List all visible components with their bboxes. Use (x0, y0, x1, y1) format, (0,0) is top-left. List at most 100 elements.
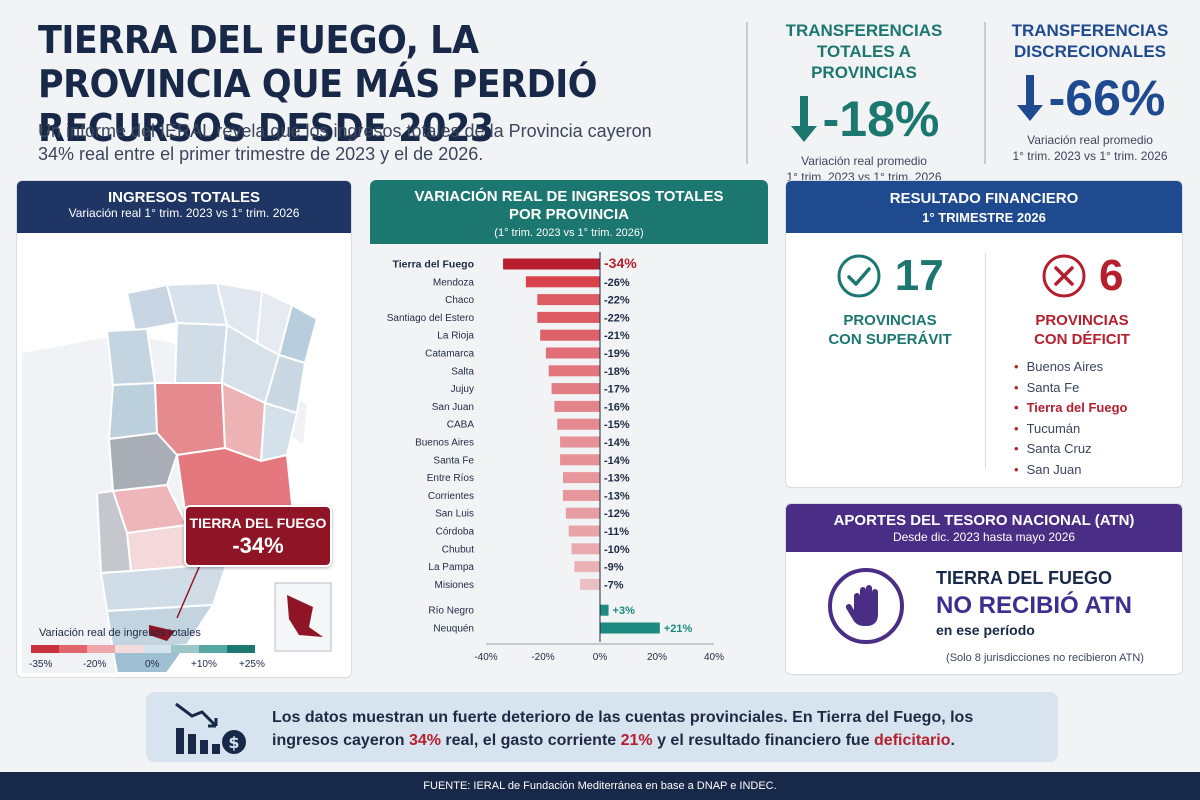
value-label: -18% (604, 366, 630, 378)
chart-title-line2: POR PROVINCIA (508, 206, 629, 223)
bar (503, 258, 600, 270)
summary-value-ingresos: 34% (408, 732, 441, 749)
bar (537, 311, 600, 323)
category-label: Salta (451, 366, 474, 377)
summary-text-a: Los datos muestran un fuerte deterioro d… (272, 709, 974, 749)
value-label: +3% (613, 605, 636, 617)
map-province-san-juan (107, 431, 179, 493)
bar (537, 294, 600, 306)
value-label: -22% (604, 312, 630, 324)
value-label: -7% (604, 579, 624, 591)
value-label: -13% (604, 473, 630, 485)
bar (540, 329, 600, 341)
tdf-callout: TIERRA DEL FUEGO -34% (184, 505, 332, 567)
divider (985, 253, 986, 469)
callout-value: -34% (232, 533, 284, 558)
category-label: Misiones (435, 580, 474, 591)
x-tick-label: 40% (704, 652, 724, 663)
declining-chart-money-icon: $ (175, 702, 246, 754)
legend-swatch (143, 645, 171, 653)
bar (580, 578, 600, 590)
legend-title: Variación real de ingresos totales (39, 627, 201, 639)
map-province-entre-rios (259, 401, 299, 463)
category-label: Corrientes (428, 491, 474, 502)
kpi-title: TRANSFERENCIAS DISCRECIONALES (1011, 21, 1169, 61)
bar (568, 525, 600, 537)
list-item: Santa Cruz (1014, 439, 1127, 460)
chart-subtitle: (1° trim. 2023 vs 1° trim. 2026) (494, 227, 644, 239)
summary-text-c: y el resultado financiero fue (652, 732, 875, 749)
legend-tick: -35% (29, 659, 53, 670)
legend-swatch (227, 645, 255, 653)
category-label: Catamarca (425, 349, 474, 360)
value-label: -21% (604, 330, 630, 342)
atn-line1: TIERRA DEL FUEGO (936, 568, 1113, 588)
atn-panel: APORTES DEL TESORO NACIONAL (ATN) Desde … (785, 503, 1183, 675)
kpi-transferencias-totales: TRANSFERENCIAS TOTALES A PROVINCIAS -18%… (764, 20, 964, 185)
divider (746, 22, 748, 164)
atn-line3: en ese período (936, 622, 1035, 638)
legend-swatch (115, 645, 143, 653)
map-province-catamarca (105, 327, 157, 387)
bar (600, 604, 609, 616)
bar (545, 347, 600, 359)
list-item: San Juan (1014, 460, 1127, 481)
x-tick-label: 20% (647, 652, 667, 663)
legend-swatch (171, 645, 199, 653)
kpi-title: TRANSFERENCIAS TOTALES A PROVINCIAS (785, 21, 943, 82)
kpi-value: -18% (822, 91, 940, 147)
category-label: La Pampa (428, 562, 474, 573)
list-item-highlight: Tierra del Fuego (1014, 398, 1128, 419)
map-inset-tierra-del-fuego (287, 595, 323, 637)
bar-chart: Tierra del Fuego -34% Mendoza -26% Chaco -22%… (387, 252, 724, 663)
map-province-tierra-del-fuego (149, 625, 175, 641)
category-label: La Rioja (437, 331, 474, 342)
category-label: Santiago del Estero (387, 313, 475, 324)
value-label: -34% (604, 255, 637, 271)
value-label: -13% (604, 490, 630, 502)
value-label: -9% (604, 562, 624, 574)
superavit-label-line2: CON SUPERÁVIT (828, 331, 952, 348)
summary-text: Los datos muestran un fuerte deterioro d… (272, 706, 1042, 752)
bar (560, 454, 600, 466)
bar (600, 622, 660, 634)
bar (554, 400, 600, 412)
bar (574, 561, 600, 573)
bar (551, 383, 600, 395)
chart-panel-header: VARIACIÓN REAL DE INGRESOS TOTALES POR P… (370, 180, 768, 244)
category-label: Buenos Aires (415, 438, 474, 449)
deficit-label: PROVINCIAS CON DÉFICIT (992, 311, 1172, 349)
legend-tick: +25% (239, 659, 265, 670)
superavit-block: 17 PROVINCIAS CON SUPERÁVIT (800, 251, 980, 349)
argentina-map (22, 281, 332, 674)
x-circle-icon (1042, 254, 1086, 298)
kpi-transferencias-discrecionales: TRANSFERENCIAS DISCRECIONALES -66% Varia… (990, 20, 1190, 164)
category-label: Tierra del Fuego (393, 259, 475, 271)
summary-value-resultado: deficitario (874, 732, 951, 749)
map-province-la-rioja (107, 381, 159, 441)
value-label: -15% (604, 419, 630, 431)
category-label: Chaco (445, 295, 474, 306)
page-subtitle: Un informe del IERAL revela que los ingr… (38, 121, 652, 164)
arrow-down-icon (790, 96, 817, 142)
list-item: Tucumán (1014, 419, 1127, 440)
value-label: -12% (604, 508, 630, 520)
category-label: Jujuy (451, 384, 474, 395)
legend-swatch (87, 645, 115, 653)
category-label: Córdoba (436, 527, 475, 538)
result-panel: RESULTADO FINANCIERO 1° TRIMESTRE 2026 1… (785, 180, 1183, 488)
chart-title-line1: VARIACIÓN REAL DE INGRESOS TOTALES (414, 188, 724, 205)
atn-panel-subtitle: Desde dic. 2023 hasta mayo 2026 (892, 530, 1076, 544)
legend-swatch (31, 645, 59, 653)
value-label: -14% (604, 437, 630, 449)
legend-tick: 0% (145, 659, 160, 670)
page-title: TIERRA DEL FUEGO, LA PROVINCIA QUE MÁS P… (38, 18, 598, 150)
map-panel-header: INGRESOS TOTALES Variación real 1° trim.… (17, 181, 351, 233)
superavit-label-line1: PROVINCIAS (843, 312, 937, 329)
map-panel-subtitle: Variación real 1° trim. 2023 vs 1° trim.… (68, 206, 300, 220)
value-label: -14% (604, 455, 630, 467)
x-tick-label: -20% (531, 652, 554, 663)
deficit-label-line2: CON DÉFICIT (1034, 331, 1130, 348)
category-label: Neuquén (433, 624, 474, 635)
result-panel-subtitle: 1° TRIMESTRE 2026 (922, 210, 1046, 225)
